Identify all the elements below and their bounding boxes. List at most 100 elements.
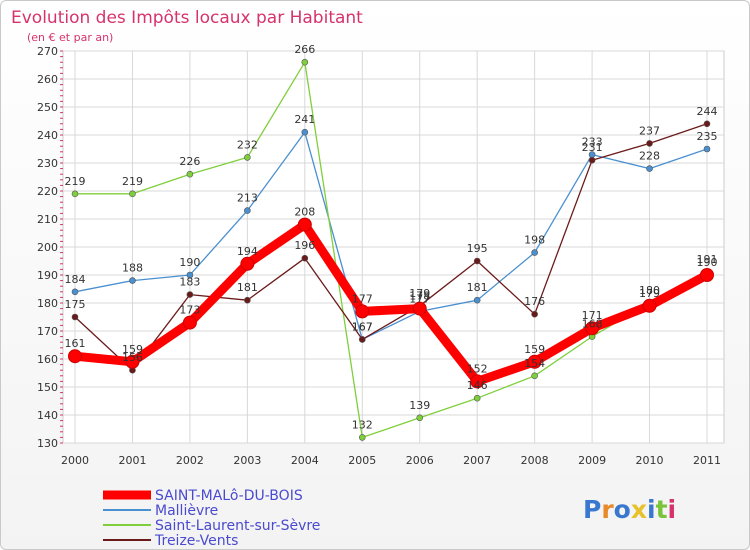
data-point [470,374,485,389]
proxiti-logo: Proxiti [583,495,676,524]
data-point [416,414,424,422]
data-point [71,190,79,198]
x-tick-label: 2006 [406,454,434,467]
axis-layer: 130 140 150 160 170 180 190 200 210 220 230 240 250 2… [37,45,721,467]
data-point [129,190,136,198]
data-point [473,296,481,304]
logo-letter: t [656,495,668,524]
x-tick-label: 2000 [61,454,89,467]
data-label: 177 [409,292,430,305]
x-tick-label: 2001 [118,454,146,467]
data-label: 266 [294,43,315,56]
data-label: 179 [409,287,430,300]
data-label: 235 [697,130,718,143]
data-label: 176 [524,295,545,308]
data-label: 177 [352,292,373,305]
legend-label: Mallièvre [155,503,218,519]
data-point [646,140,653,147]
data-point [68,349,82,364]
logo-letter: r [601,495,614,524]
y-tick-label: 180 [37,297,58,310]
data-point [355,304,370,319]
data-point [240,256,255,271]
x-tick-label: 2002 [176,454,204,467]
data-label: 231 [582,141,603,154]
data-point [186,271,194,279]
data-label: 181 [467,281,488,294]
data-label: 167 [352,320,373,333]
y-tick-label: 140 [37,409,58,422]
data-label: 219 [65,175,86,188]
series-line [70,220,712,386]
data-point [531,249,538,256]
y-tick-label: 130 [37,437,58,450]
data-label: 178 [409,290,430,303]
y-tick-label: 260 [37,73,58,86]
logo-letter: x [631,495,647,524]
data-point [527,354,542,369]
x-tick-label: 2010 [636,454,664,467]
data-label: 241 [294,113,315,126]
y-tick-label: 270 [37,45,58,58]
data-point [703,145,711,153]
data-label: 156 [122,351,143,364]
data-point [531,372,538,380]
y-tick-label: 160 [37,353,58,366]
data-label: 237 [639,124,660,137]
data-point [301,58,309,66]
data-label: 159 [524,343,545,356]
data-label: 190 [697,256,718,269]
x-tick-label: 2009 [578,454,606,467]
logo-letter: i [647,495,656,524]
data-label: 219 [122,175,143,188]
data-label: 181 [237,281,258,294]
data-label: 184 [65,273,86,286]
data-label: 139 [409,399,430,412]
data-label: 233 [582,136,603,149]
data-point [301,128,309,136]
data-point [186,291,194,298]
logo-letter: o [614,495,631,524]
data-point [182,315,197,330]
data-label: 195 [467,242,488,255]
data-label: 132 [352,418,373,431]
series-layer [68,58,714,441]
legend-label: Saint-Laurent-sur-Sèvre [155,518,320,534]
y-tick-label: 170 [37,325,58,338]
data-label: 244 [697,105,718,118]
y-tick-label: 250 [37,101,58,114]
data-label: 194 [237,245,258,258]
data-point [642,298,657,313]
data-label: 152 [467,362,488,375]
data-point [125,354,140,369]
data-label: 173 [179,304,200,317]
data-point [301,254,309,262]
data-label: 146 [467,379,488,392]
legend: SAINT-MALô-DU-BOISMallièvreSaint-Laurent… [103,488,320,549]
data-point [71,313,79,321]
x-tick-label: 2008 [521,454,549,467]
data-point [412,301,427,316]
data-label: 179 [639,287,660,300]
data-label: 198 [524,234,545,247]
data-point [473,257,481,265]
legend-label: Treize-Vents [154,533,238,549]
legend-label: SAINT-MALô-DU-BOIS [155,488,303,504]
chart-title: Evolution des Impôts locaux par Habitant [11,8,363,28]
series-line [74,61,708,439]
data-label: 161 [65,337,86,350]
x-tick-label: 2004 [291,454,319,467]
data-point [700,268,714,282]
data-label: 167 [352,320,373,333]
data-label: 175 [65,298,86,311]
y-tick-label: 220 [37,185,58,198]
x-tick-label: 2007 [463,454,491,467]
data-label: 190 [179,256,200,269]
data-label: 226 [179,155,200,168]
data-point [358,434,366,441]
logo-letter: P [583,495,601,524]
data-label: 208 [294,206,315,219]
